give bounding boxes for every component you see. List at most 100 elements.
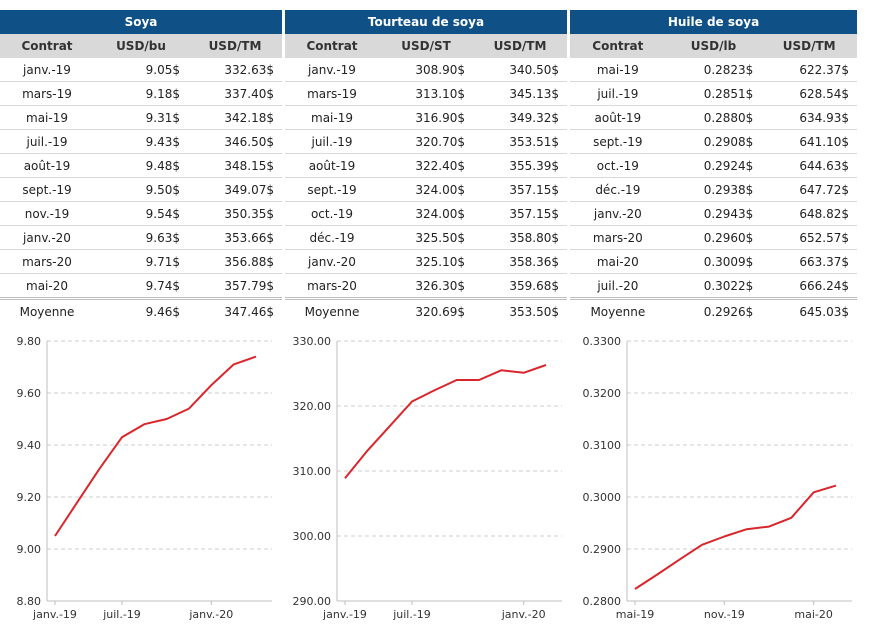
y-tick-label: 290.00 — [293, 595, 332, 608]
price-cell: 308.90$ — [379, 58, 473, 82]
contract-cell: janv.-20 — [0, 225, 94, 250]
price-cell: 0.2880$ — [665, 105, 762, 130]
table-row: mars-19 313.10$ 345.13$ — [285, 81, 567, 106]
column-header: USD/TM — [188, 34, 282, 58]
price-cell: 348.15$ — [188, 153, 282, 178]
price-cell: 0.2851$ — [665, 81, 762, 106]
table-row: mars-20 326.30$ 359.68$ — [285, 273, 567, 299]
price-cell: 353.66$ — [188, 225, 282, 250]
table-row: mai-20 9.74$ 357.79$ — [0, 273, 282, 299]
contract-cell: janv.-19 — [285, 58, 379, 82]
column-header: USD/ST — [379, 34, 473, 58]
contract-cell: Moyenne — [285, 297, 379, 324]
y-tick-label: 0.2900 — [583, 543, 622, 556]
average-row: Moyenne 9.46$ 347.46$ — [0, 297, 282, 324]
table-row: janv.-19 9.05$ 332.63$ — [0, 58, 282, 82]
price-cell: 349.32$ — [473, 105, 567, 130]
table-row: oct.-19 324.00$ 357.15$ — [285, 201, 567, 226]
table-title: Tourteau de soya — [285, 10, 567, 34]
table-row: juil.-20 0.3022$ 666.24$ — [570, 273, 857, 299]
price-cell: 9.63$ — [94, 225, 188, 250]
price-cell: 0.2823$ — [665, 58, 762, 82]
price-cell: 648.82$ — [761, 201, 857, 226]
x-tick-label: mai-20 — [794, 608, 832, 621]
price-cell: 353.51$ — [473, 129, 567, 154]
contract-cell: mai-19 — [285, 105, 379, 130]
price-cell: 349.07$ — [188, 177, 282, 202]
table-row: juil.-19 9.43$ 346.50$ — [0, 129, 282, 154]
soyoil-panel: Huile de soya Contrat USD/lb USD/TM mai-… — [570, 10, 857, 324]
price-cell: 356.88$ — [188, 249, 282, 274]
contract-cell: déc.-19 — [285, 225, 379, 250]
y-tick-label: 9.00 — [17, 543, 42, 556]
table-row: mai-20 0.3009$ 663.37$ — [570, 249, 857, 274]
table-row: mars-19 9.18$ 337.40$ — [0, 81, 282, 106]
price-cell: 355.39$ — [473, 153, 567, 178]
price-cell: 313.10$ — [379, 81, 473, 106]
table-title: Soya — [0, 10, 282, 34]
contract-cell: sept.-19 — [570, 129, 666, 154]
price-cell: 663.37$ — [761, 249, 857, 274]
price-cell: 9.50$ — [94, 177, 188, 202]
table-row: oct.-19 0.2924$ 644.63$ — [570, 153, 857, 178]
price-cell: 9.74$ — [94, 273, 188, 299]
price-cell: 325.10$ — [379, 249, 473, 274]
price-cell: 0.3009$ — [665, 249, 762, 274]
price-cell: 647.72$ — [761, 177, 857, 202]
price-cell: 9.54$ — [94, 201, 188, 226]
soybean-table: Soya Contrat USD/bu USD/TM janv.-19 9.05$… — [0, 10, 282, 324]
price-cell: 0.2960$ — [665, 225, 762, 250]
contract-cell: juil.-19 — [285, 129, 379, 154]
price-cell: 324.00$ — [379, 201, 473, 226]
price-cell: 9.71$ — [94, 249, 188, 274]
series-line — [634, 484, 837, 590]
price-cell: 342.18$ — [188, 105, 282, 130]
price-cell: 320.69$ — [379, 297, 473, 324]
price-cell: 347.46$ — [188, 297, 282, 324]
soyoil-line-chart: 0.2800 0.2900 0.3000 0.3100 0.3200 0.3300 mai-… — [583, 335, 852, 621]
x-tick-label: janv.-20 — [188, 608, 233, 621]
contract-cell: juil.-20 — [570, 273, 666, 299]
table-body: janv.-19 308.90$ 340.50$ mars-19 313.10$ 345.… — [285, 58, 567, 324]
y-tick-label: 0.3000 — [583, 491, 622, 504]
price-cell: 0.2943$ — [665, 201, 762, 226]
price-cell: 340.50$ — [473, 58, 567, 82]
table-row: mai-19 316.90$ 349.32$ — [285, 105, 567, 130]
contract-cell: Moyenne — [570, 297, 666, 324]
price-cell: 337.40$ — [188, 81, 282, 106]
table-row: juil.-19 0.2851$ 628.54$ — [570, 81, 857, 106]
price-cell: 357.15$ — [473, 177, 567, 202]
table-title: Huile de soya — [570, 10, 857, 34]
average-row: Moyenne 0.2926$ 645.03$ — [570, 297, 857, 324]
price-cell: 9.31$ — [94, 105, 188, 130]
contract-cell: août-19 — [570, 105, 666, 130]
contract-cell: mai-20 — [570, 249, 666, 274]
contract-cell: sept.-19 — [0, 177, 94, 202]
y-tick-label: 9.80 — [17, 335, 42, 348]
price-cell: 9.46$ — [94, 297, 188, 324]
x-tick-label: juil.-19 — [392, 608, 431, 621]
soybean-line-chart: 8.80 9.00 9.20 9.40 9.60 9.80 janv.-19 juil.-19… — [17, 335, 272, 621]
price-cell: 645.03$ — [761, 297, 857, 324]
x-tick-label: janv.-19 — [32, 608, 77, 621]
series-line — [54, 355, 257, 537]
table-row: déc.-19 325.50$ 358.80$ — [285, 225, 567, 250]
price-cell: 0.2908$ — [665, 129, 762, 154]
price-cell: 345.13$ — [473, 81, 567, 106]
series-line — [344, 364, 547, 479]
contract-cell: mai-19 — [570, 58, 666, 82]
table-row: mars-20 9.71$ 356.88$ — [0, 249, 282, 274]
contract-cell: juil.-19 — [570, 81, 666, 106]
price-cell: 644.63$ — [761, 153, 857, 178]
soyoil-table: Huile de soya Contrat USD/lb USD/TM mai-… — [570, 10, 857, 324]
table-row: sept.-19 9.50$ 349.07$ — [0, 177, 282, 202]
y-tick-label: 8.80 — [17, 595, 42, 608]
soymeal-panel: Tourteau de soya Contrat USD/ST USD/TM j… — [285, 10, 567, 324]
table-row: sept.-19 0.2908$ 641.10$ — [570, 129, 857, 154]
column-header: Contrat — [285, 34, 379, 58]
price-cell: 322.40$ — [379, 153, 473, 178]
y-tick-label: 310.00 — [293, 465, 332, 478]
price-cell: 350.35$ — [188, 201, 282, 226]
table-row: mars-20 0.2960$ 652.57$ — [570, 225, 857, 250]
contract-cell: oct.-19 — [570, 153, 666, 178]
